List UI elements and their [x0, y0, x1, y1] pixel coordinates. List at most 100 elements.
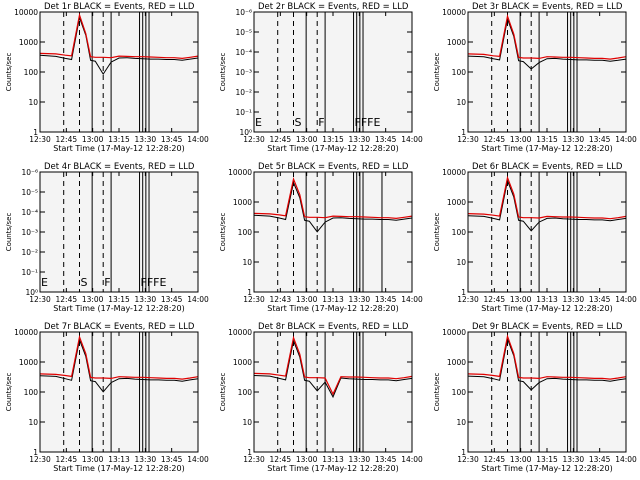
y-tick-label: 10000 [228, 168, 252, 177]
lld-series-line [39, 334, 199, 380]
y-tick-label: 10⁻⁵ [21, 188, 38, 197]
panel-title: Det 4r BLACK = Events, RED = LLD [44, 162, 195, 172]
y-tick-label: 1000 [233, 358, 252, 367]
y-axis-label: Counts/sec [433, 213, 441, 252]
x-tick-label: 13:00 [510, 455, 532, 464]
x-tick-label: 12:30 [29, 295, 51, 304]
plot-area [40, 332, 198, 452]
y-tick-label: 10000 [442, 328, 466, 337]
x-tick-label: 12:45 [56, 295, 78, 304]
y-tick-label: 1 [247, 288, 252, 297]
marker-letter: E [41, 276, 48, 289]
y-tick-label: 10 [28, 98, 38, 107]
plot-area [254, 332, 412, 452]
x-tick-label: 12:30 [457, 135, 479, 144]
lld-series-line [467, 333, 627, 380]
x-tick-label: 13:00 [510, 295, 532, 304]
y-axis-label: Counts/sec [219, 373, 227, 412]
y-tick-label: 10⁻⁶ [21, 168, 38, 177]
x-tick-label: 13:30 [135, 135, 157, 144]
y-tick-label: 1000 [233, 198, 252, 207]
events-series-line [467, 17, 627, 70]
detector-panel: Det 8r BLACK = Events, RED = LLD 12:30 12:… [219, 322, 423, 473]
y-tick-label: 1000 [19, 358, 38, 367]
x-tick-label: 14:00 [401, 135, 423, 144]
x-tick-label: 14:00 [187, 135, 209, 144]
y-tick-label: 10⁰ [25, 288, 38, 297]
x-tick-label: 13:30 [135, 295, 157, 304]
y-tick-label: 1000 [19, 38, 38, 47]
x-tick-label: 14:00 [615, 135, 637, 144]
marker-letter: FFFE [141, 276, 167, 289]
marker-letter: E [255, 116, 262, 129]
x-tick-label: 13:30 [563, 455, 585, 464]
y-tick-label: 10⁻² [21, 248, 38, 257]
x-tick-label: 12:45 [484, 295, 506, 304]
detector-panel: Det 6r BLACK = Events, RED = LLD 12:30 12:… [433, 162, 637, 313]
x-tick-label: 12:30 [243, 455, 265, 464]
x-tick-label: 13:00 [296, 295, 318, 304]
x-axis-label: Start Time (17-May-12 12:28:20) [53, 144, 184, 153]
x-tick-label: 12:43 [270, 295, 292, 304]
y-tick-label: 10⁻³ [21, 228, 38, 237]
x-tick-label: 12:45 [270, 135, 292, 144]
events-series-line [39, 15, 199, 76]
y-tick-label: 10 [242, 258, 252, 267]
y-tick-label: 10000 [14, 8, 38, 17]
y-tick-label: 10000 [14, 328, 38, 337]
y-tick-label: 1000 [447, 358, 466, 367]
y-tick-label: 1000 [447, 38, 466, 47]
y-tick-label: 10000 [442, 8, 466, 17]
plot-area [468, 12, 626, 132]
marker-letter: F [318, 116, 324, 129]
y-tick-label: 1 [461, 128, 466, 137]
x-tick-label: 13:30 [563, 135, 585, 144]
y-tick-label: 10⁻³ [235, 68, 252, 77]
x-tick-label: 13:30 [563, 295, 585, 304]
x-tick-label: 12:30 [457, 455, 479, 464]
y-tick-label: 1 [247, 448, 252, 457]
x-tick-label: 12:30 [29, 455, 51, 464]
y-tick-label: 10 [28, 418, 38, 427]
events-series-line [467, 178, 627, 232]
y-tick-label: 10⁻⁵ [235, 28, 252, 37]
y-axis-label: Counts/sec [219, 213, 227, 252]
x-tick-label: 12:30 [457, 295, 479, 304]
panel-title: Det 2r BLACK = Events, RED = LLD [258, 2, 409, 12]
x-axis-label: Start Time (17-May-12 12:28:20) [481, 304, 612, 313]
x-tick-label: 13:15 [108, 135, 130, 144]
events-series-line [253, 338, 413, 399]
y-tick-label: 10⁻⁴ [235, 48, 252, 57]
panel-title: Det 3r BLACK = Events, RED = LLD [472, 2, 623, 12]
y-tick-label: 100 [452, 388, 467, 397]
x-tick-label: 13:30 [349, 295, 371, 304]
x-tick-label: 13:45 [161, 295, 183, 304]
x-tick-label: 13:13 [322, 455, 344, 464]
y-tick-label: 100 [24, 68, 39, 77]
x-tick-label: 13:00 [82, 135, 104, 144]
y-axis-label: Counts/sec [5, 213, 13, 252]
x-tick-label: 12:30 [243, 135, 265, 144]
x-tick-label: 13:30 [349, 455, 371, 464]
detector-panel: Det 9r BLACK = Events, RED = LLD 12:30 12:… [433, 322, 637, 473]
y-tick-label: 1 [461, 448, 466, 457]
x-tick-label: 13:45 [589, 295, 611, 304]
y-tick-label: 10⁻¹ [21, 268, 38, 277]
marker-letter: S [81, 276, 88, 289]
detector-panel: Det 4r BLACK = Events, RED = LLD E S F FFFE 1… [5, 162, 209, 313]
y-tick-label: 1000 [447, 198, 466, 207]
x-tick-label: 14:00 [401, 295, 423, 304]
lld-series-line [467, 13, 627, 60]
x-axis-label: Start Time (17-May-12 12:28:20) [481, 144, 612, 153]
x-tick-label: 13:15 [536, 455, 558, 464]
x-tick-label: 13:13 [322, 295, 344, 304]
y-tick-label: 10⁻² [235, 88, 252, 97]
y-tick-label: 1 [461, 288, 466, 297]
x-tick-label: 14:00 [401, 455, 423, 464]
y-axis-label: Counts/sec [5, 373, 13, 412]
y-tick-label: 10 [242, 418, 252, 427]
events-series-line [253, 181, 413, 233]
x-tick-label: 13:30 [135, 455, 157, 464]
x-tick-label: 13:15 [322, 135, 344, 144]
